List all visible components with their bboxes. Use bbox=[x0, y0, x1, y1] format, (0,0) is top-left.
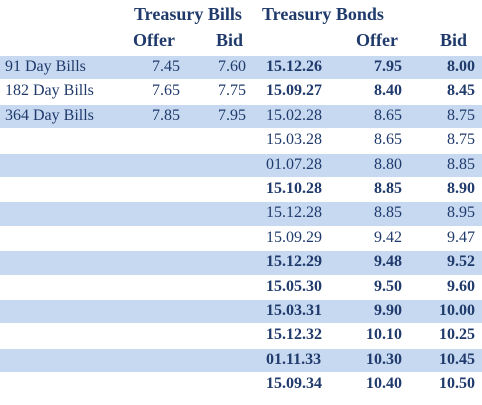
bond-offer: 7.95 bbox=[374, 58, 402, 75]
bill-name: 364 Day Bills bbox=[5, 106, 94, 124]
header-columns: Offer Bid Offer Bid bbox=[0, 30, 482, 55]
bond-maturity-date: 15.09.27 bbox=[266, 82, 322, 100]
bills-bid-header: Bid bbox=[216, 30, 244, 50]
table-row: 15.09.29 9.42 9.47 bbox=[0, 226, 482, 252]
bond-offer: 9.50 bbox=[374, 277, 402, 295]
bond-offer: 10.40 bbox=[366, 375, 402, 393]
treasury-bonds-title: Treasury Bonds bbox=[262, 4, 384, 24]
table-row: 15.12.29 9.48 9.52 bbox=[0, 251, 482, 276]
bond-maturity-date: 15.05.30 bbox=[266, 277, 322, 295]
table-body: 91 Day Bills 7.45 7.60 15.12.26 7.95 8.00 182 … bbox=[0, 56, 482, 398]
bond-offer: 9.42 bbox=[374, 228, 402, 246]
bonds-bid-header: Bid bbox=[440, 30, 468, 50]
bill-name: 91 Day Bills bbox=[5, 58, 86, 75]
table-row: 01.11.33 10.30 10.45 bbox=[0, 348, 482, 374]
bond-bid: 9.52 bbox=[447, 253, 475, 271]
table-row: 15.10.28 8.85 8.90 bbox=[0, 177, 482, 203]
bond-offer: 10.10 bbox=[366, 326, 402, 344]
bond-bid: 8.75 bbox=[447, 131, 475, 149]
bond-offer: 8.65 bbox=[374, 106, 402, 124]
bond-offer: 9.90 bbox=[374, 301, 402, 319]
bill-offer: 7.45 bbox=[152, 58, 180, 75]
bond-bid: 10.50 bbox=[439, 375, 475, 393]
bond-maturity-date: 15.03.28 bbox=[266, 131, 322, 149]
bond-bid: 8.00 bbox=[447, 58, 475, 75]
bond-offer: 10.30 bbox=[366, 350, 402, 368]
bond-offer: 8.40 bbox=[374, 82, 402, 100]
bond-bid: 8.75 bbox=[447, 106, 475, 124]
bills-offer-header: Offer bbox=[133, 30, 175, 50]
bond-bid: 8.90 bbox=[447, 179, 475, 197]
table-row: 91 Day Bills 7.45 7.60 15.12.26 7.95 8.00 bbox=[0, 56, 482, 81]
bond-bid: 10.00 bbox=[439, 301, 475, 319]
bond-maturity-date: 15.12.28 bbox=[266, 204, 322, 222]
bond-maturity-date: 15.12.29 bbox=[266, 253, 322, 271]
table-row: 15.12.32 10.10 10.25 bbox=[0, 324, 482, 349]
header-titles: Treasury Bills Treasury Bonds bbox=[0, 4, 482, 29]
bond-maturity-date: 15.09.34 bbox=[266, 375, 322, 393]
treasury-bills-title: Treasury Bills bbox=[134, 4, 242, 24]
table-row: 15.12.28 8.85 8.95 bbox=[0, 202, 482, 227]
bond-maturity-date: 15.09.29 bbox=[266, 228, 322, 246]
table-row: 15.09.34 10.40 10.50 bbox=[0, 373, 482, 398]
bond-bid: 9.60 bbox=[447, 277, 475, 295]
bill-bid: 7.75 bbox=[218, 82, 246, 100]
bond-maturity-date: 15.12.32 bbox=[266, 326, 322, 344]
bond-bid: 10.45 bbox=[439, 350, 475, 368]
bond-maturity-date: 15.12.26 bbox=[266, 58, 322, 75]
bonds-offer-header: Offer bbox=[356, 30, 398, 50]
bond-offer: 9.48 bbox=[374, 253, 402, 271]
bond-maturity-date: 15.02.28 bbox=[266, 106, 322, 124]
bond-offer: 8.85 bbox=[374, 179, 402, 197]
table-row: 182 Day Bills 7.65 7.75 15.09.27 8.40 8.45 bbox=[0, 80, 482, 105]
bond-maturity-date: 01.11.33 bbox=[266, 350, 322, 368]
bill-bid: 7.95 bbox=[218, 106, 246, 124]
bond-bid: 8.95 bbox=[447, 204, 475, 222]
table-row: 364 Day Bills 7.85 7.95 15.02.28 8.65 8.75 bbox=[0, 104, 482, 130]
table-row: 15.05.30 9.50 9.60 bbox=[0, 275, 482, 300]
bond-maturity-date: 15.10.28 bbox=[266, 179, 322, 197]
table-row: 01.07.28 8.80 8.85 bbox=[0, 153, 482, 178]
bill-name: 182 Day Bills bbox=[5, 82, 94, 100]
bond-offer: 8.80 bbox=[374, 155, 402, 173]
bond-maturity-date: 01.07.28 bbox=[266, 155, 322, 173]
bill-offer: 7.85 bbox=[152, 106, 180, 124]
bond-offer: 8.65 bbox=[374, 131, 402, 149]
bond-offer: 8.85 bbox=[374, 204, 402, 222]
bill-offer: 7.65 bbox=[152, 82, 180, 100]
bond-bid: 8.85 bbox=[447, 155, 475, 173]
bond-bid: 9.47 bbox=[447, 228, 475, 246]
bill-bid: 7.60 bbox=[218, 58, 246, 75]
bond-maturity-date: 15.03.31 bbox=[266, 301, 322, 319]
bond-bid: 10.25 bbox=[439, 326, 475, 344]
table-row: 15.03.28 8.65 8.75 bbox=[0, 129, 482, 154]
bond-bid: 8.45 bbox=[447, 82, 475, 100]
table-row: 15.03.31 9.90 10.00 bbox=[0, 299, 482, 325]
